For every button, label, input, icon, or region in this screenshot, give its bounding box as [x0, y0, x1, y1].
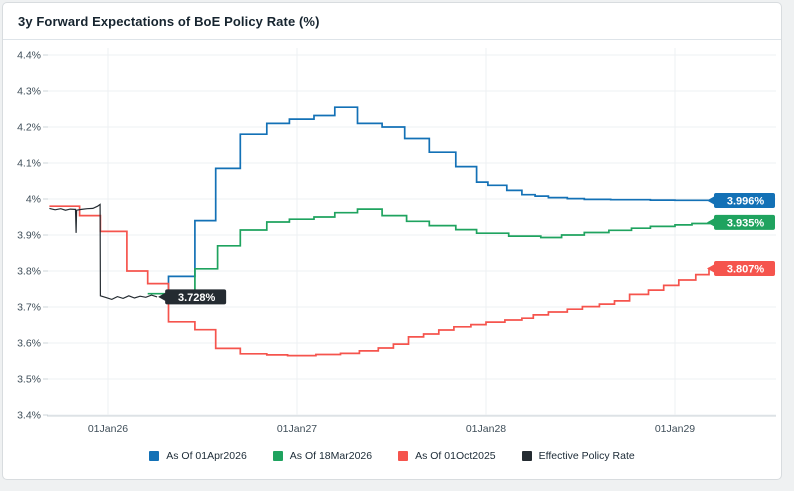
legend-item-as-of-01oct2025[interactable]: As Of 01Oct2025 — [398, 450, 496, 462]
end-label-text: 3.996% — [727, 195, 765, 207]
end-label-as-of-18mar2026[interactable]: 3.935% — [707, 214, 775, 230]
x-tick-label: 01Jan28 — [466, 423, 506, 435]
legend-label-effective-policy-rate: Effective Policy Rate — [538, 450, 635, 462]
y-tick-label: 3.7% — [17, 302, 41, 314]
y-tick-label: 3.9% — [17, 230, 41, 242]
x-tick-label: 01Jan26 — [88, 423, 128, 435]
legend-item-as-of-18mar2026[interactable]: As Of 18Mar2026 — [272, 450, 373, 462]
end-label-text: 3.807% — [727, 263, 765, 275]
end-label-box — [714, 214, 775, 230]
legend-label-as-of-18mar2026: As Of 18Mar2026 — [289, 450, 373, 462]
end-label-box — [165, 289, 227, 305]
end-label-arrow — [158, 292, 167, 302]
chart-header: 3y Forward Expectations of BoE Policy Ra… — [3, 3, 781, 40]
end-label-effective-policy-rate[interactable]: 3.728% — [158, 289, 227, 305]
end-label-arrow — [707, 217, 715, 227]
legend-swatch-effective-policy-rate — [521, 451, 532, 461]
end-label-box — [714, 260, 775, 276]
end-label-as-of-01oct2025[interactable]: 3.807% — [707, 260, 775, 276]
legend: As Of 01Apr2026 As Of 18Mar2026 As Of 01Oc… — [3, 450, 781, 462]
end-label-arrow — [707, 195, 715, 205]
legend-item-effective-policy-rate[interactable]: Effective Policy Rate — [521, 450, 635, 462]
end-label-as-of-01apr2026[interactable]: 3.996% — [707, 192, 775, 208]
end-label-box — [714, 192, 775, 208]
legend-label-as-of-01apr2026: As Of 01Apr2026 — [166, 450, 247, 462]
chart-title: 3y Forward Expectations of BoE Policy Ra… — [18, 14, 320, 29]
y-tick-label: 4% — [26, 194, 41, 206]
series-line-as-of-18mar2026[interactable] — [147, 208, 712, 295]
chart-area: 4.4% 4.3% 4.2% 4.1% 4% 3.9% 3.8% 3.7% 3.6% 3.5% 3.… — [3, 41, 783, 438]
x-tick-label: 01Jan27 — [277, 423, 317, 435]
chart-canvas[interactable]: 4.4% 4.3% 4.2% 4.1% 4% 3.9% 3.8% 3.7% 3.6% 3.5% 3.… — [3, 41, 783, 438]
y-tick-label: 4.4% — [17, 50, 41, 62]
end-label-text: 3.935% — [727, 217, 765, 229]
y-tick-label: 3.8% — [17, 266, 41, 278]
x-tick-label: 01Jan29 — [655, 423, 695, 435]
series-line-as-of-01oct2025[interactable] — [49, 205, 713, 357]
end-label-text: 3.728% — [178, 292, 216, 304]
legend-label-as-of-01oct2025: As Of 01Oct2025 — [415, 450, 496, 462]
chart-card: 3y Forward Expectations of BoE Policy Ra… — [2, 2, 782, 480]
y-tick-label: 3.6% — [17, 338, 41, 350]
series-line-as-of-01apr2026[interactable] — [167, 106, 712, 297]
legend-swatch-as-of-01apr2026 — [149, 451, 160, 461]
legend-swatch-as-of-18mar2026 — [272, 451, 283, 461]
legend-item-as-of-01apr2026[interactable]: As Of 01Apr2026 — [149, 450, 247, 462]
series-line-effective-policy-rate[interactable] — [49, 203, 158, 301]
y-tick-label: 3.5% — [17, 374, 41, 386]
y-tick-label: 4.3% — [17, 86, 41, 98]
y-tick-label: 4.2% — [17, 122, 41, 134]
y-tick-label: 4.1% — [17, 158, 41, 170]
legend-swatch-as-of-01oct2025 — [398, 451, 409, 461]
end-label-arrow — [707, 263, 715, 273]
y-tick-label: 3.4% — [17, 410, 41, 422]
